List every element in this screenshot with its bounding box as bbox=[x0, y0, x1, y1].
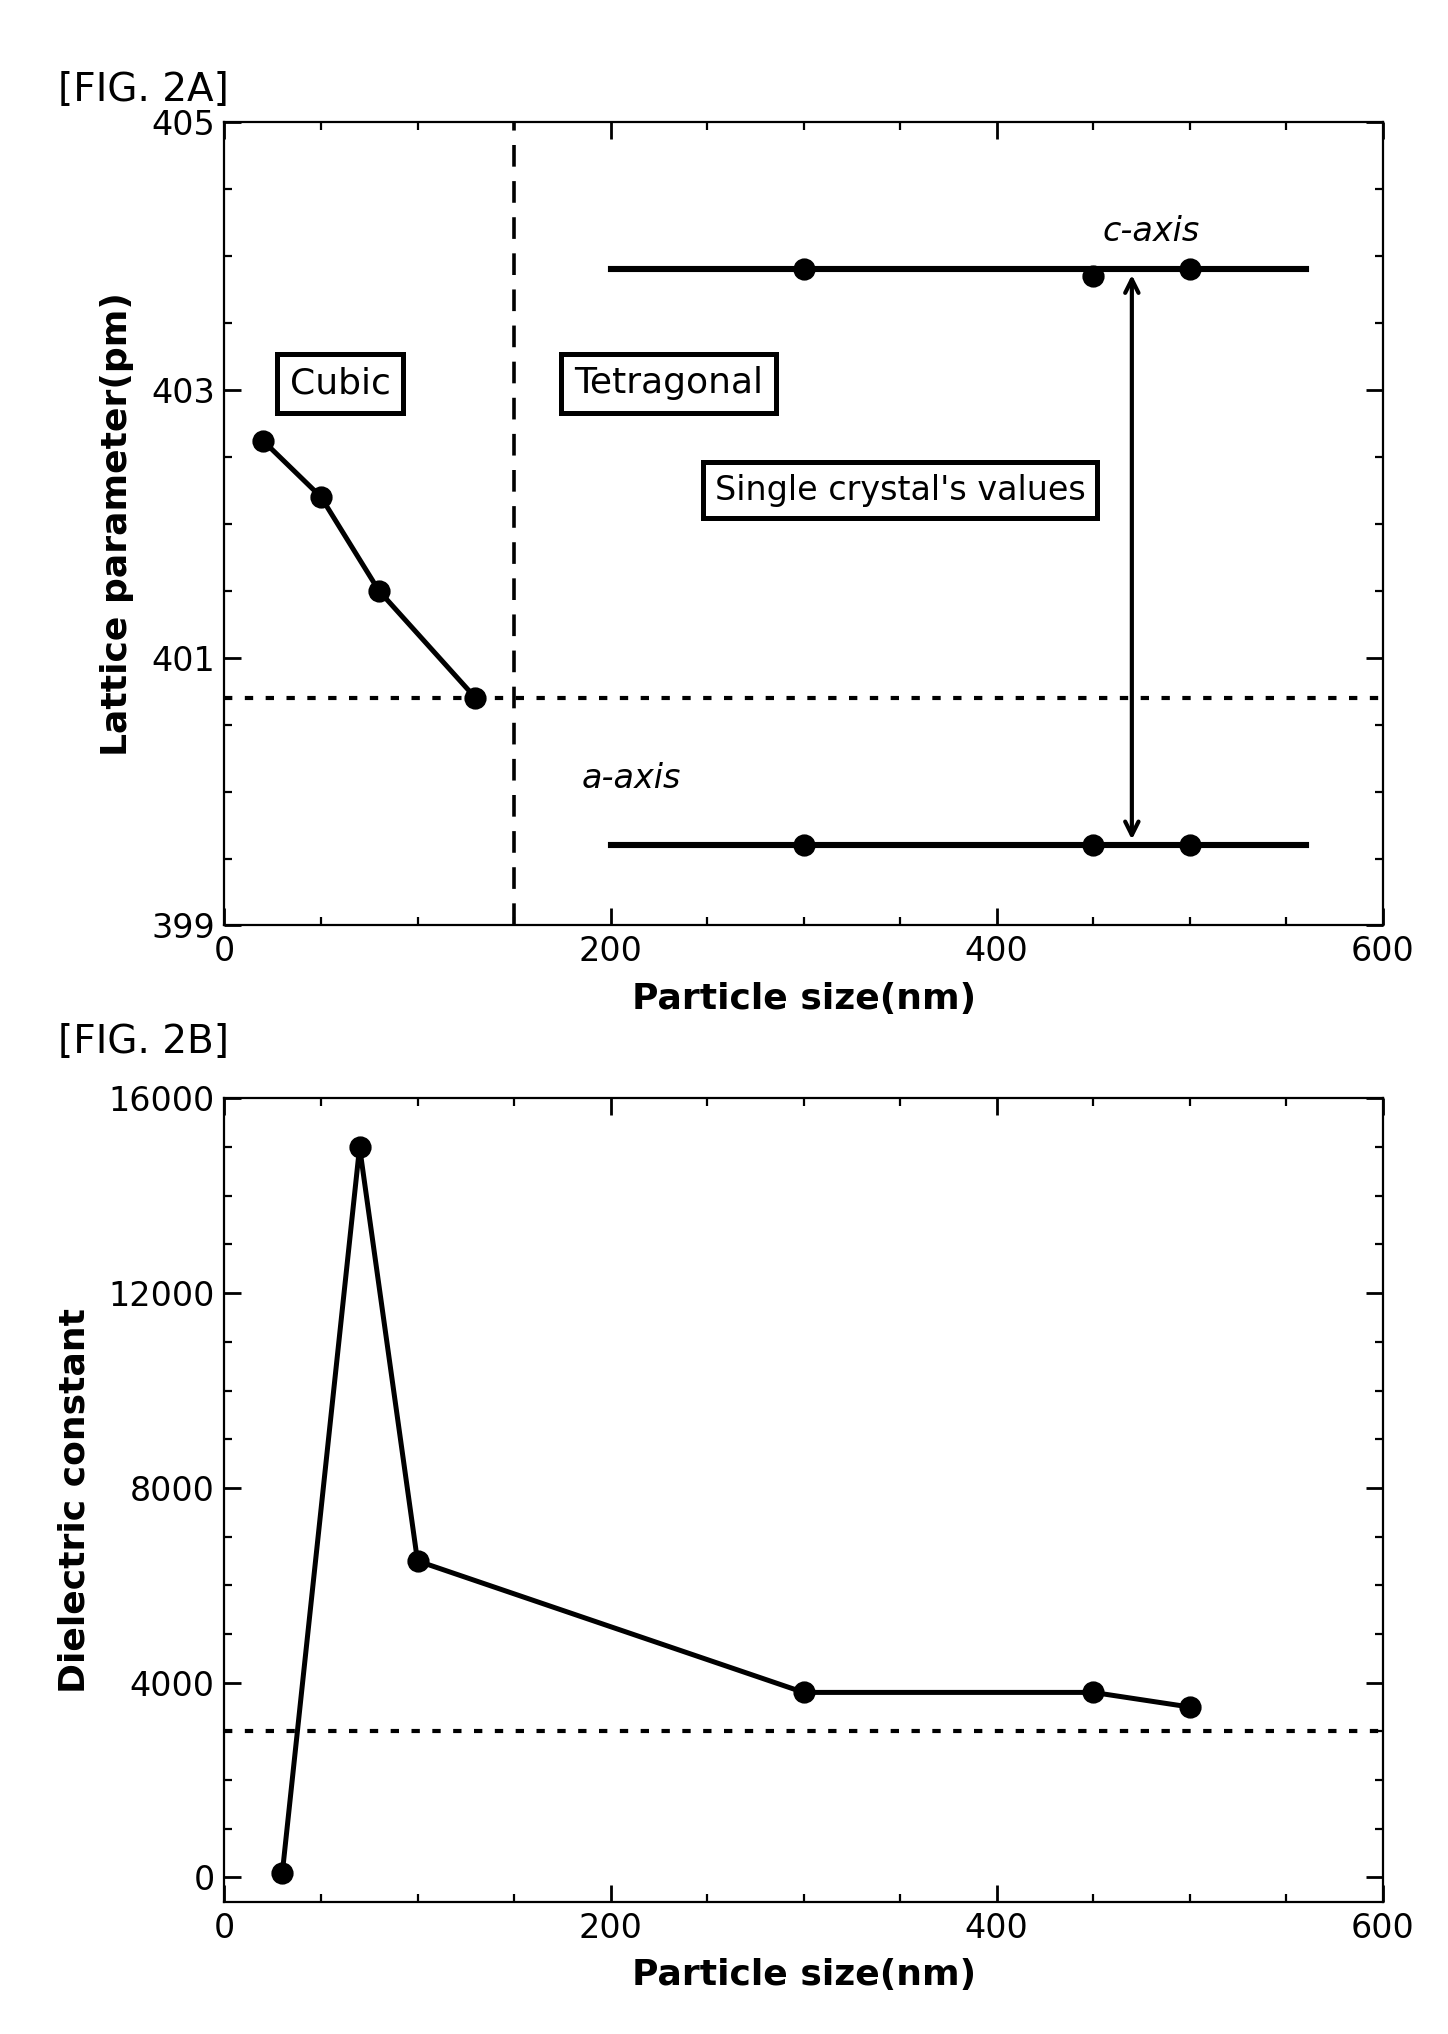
Text: [FIG. 2A]: [FIG. 2A] bbox=[58, 71, 229, 110]
Text: Single crystal's values: Single crystal's values bbox=[715, 474, 1086, 506]
Text: [FIG. 2B]: [FIG. 2B] bbox=[58, 1023, 229, 1062]
X-axis label: Particle size(nm): Particle size(nm) bbox=[631, 982, 976, 1017]
Text: c-axis: c-axis bbox=[1103, 216, 1200, 248]
Y-axis label: Lattice parameter(pm): Lattice parameter(pm) bbox=[100, 291, 135, 757]
Text: Tetragonal: Tetragonal bbox=[573, 366, 763, 401]
X-axis label: Particle size(nm): Particle size(nm) bbox=[631, 1959, 976, 1993]
Text: Cubic: Cubic bbox=[290, 366, 391, 401]
Text: a-axis: a-axis bbox=[582, 761, 681, 795]
Y-axis label: Dielectric constant: Dielectric constant bbox=[58, 1308, 91, 1692]
